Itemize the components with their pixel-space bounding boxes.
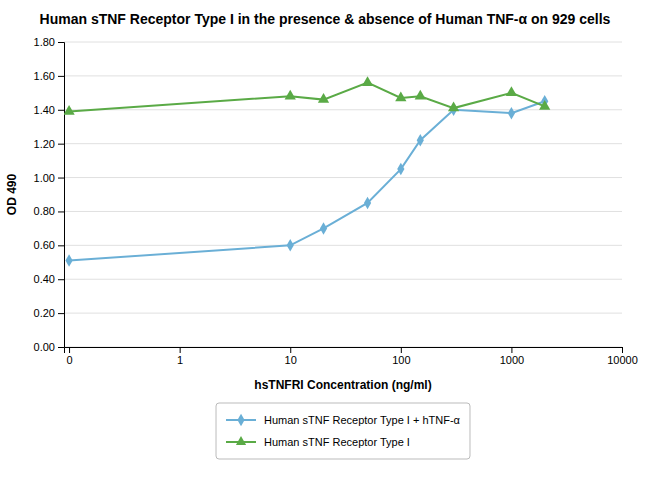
y-tick: 1.80 — [34, 36, 64, 48]
legend-box — [216, 403, 470, 459]
x-tick-label: 100 — [392, 354, 410, 366]
series-point — [285, 90, 296, 100]
series-point — [364, 197, 371, 209]
legend-item: Human sTNF Receptor Type I + hTNF-α — [226, 414, 461, 426]
x-axis: 0 1 10 100 1000 10000 — [65, 347, 638, 366]
series-point — [397, 163, 404, 175]
legend: Human sTNF Receptor Type I + hTNF-α Human… — [216, 403, 470, 459]
series-point — [64, 105, 75, 115]
x-tick-label: 10000 — [607, 354, 638, 366]
y-axis-label: OD 490 — [5, 173, 19, 215]
x-tick: 1000 — [500, 347, 524, 366]
y-tick-mark — [58, 211, 64, 212]
grid-line — [64, 42, 622, 43]
title: Human sTNF Receptor Type I in the presen… — [40, 11, 611, 27]
x-tick: 10000 — [607, 347, 638, 366]
x-tick-label: 1000 — [500, 354, 524, 366]
grid-line — [64, 109, 622, 110]
y-tick-mark — [58, 144, 64, 145]
legend-label: Human sTNF Receptor Type I + hTNF-α — [264, 414, 461, 426]
x-tick: 100 — [392, 347, 410, 366]
legend-item: Human sTNF Receptor Type I — [226, 436, 410, 448]
y-tick-label: 0.40 — [34, 273, 55, 285]
grid-line — [64, 143, 622, 144]
series-point — [539, 100, 550, 110]
x-axis-label: hsTNFRI Concentration (ng/ml) — [254, 378, 431, 392]
grid-line — [64, 313, 622, 314]
y-tick-label: 0.20 — [34, 307, 55, 319]
y-tick-label: 1.20 — [34, 138, 55, 150]
y-tick-mark — [58, 347, 64, 348]
grid-line — [64, 245, 622, 246]
x-tick-mark — [511, 347, 512, 353]
series-point — [415, 90, 426, 100]
y-tick-mark — [58, 110, 64, 111]
x-tick-mark — [401, 347, 402, 353]
y-axis: 0.00 0.20 0.40 0.60 0.80 1.00 1.20 1.40 1.60 1.80 — [34, 36, 65, 353]
y-tick: 1.60 — [34, 70, 64, 82]
y-tick-mark — [58, 313, 64, 314]
y-tick-mark — [58, 42, 64, 43]
y-tick: 1.00 — [34, 172, 64, 184]
y-tick: 1.40 — [34, 104, 64, 116]
y-tick: 0.60 — [34, 239, 64, 251]
y-tick: 0.20 — [34, 307, 64, 319]
series-point — [362, 76, 373, 86]
series-point — [320, 222, 327, 234]
x-tick-label: 1 — [177, 354, 183, 366]
y-tick-mark — [58, 76, 64, 77]
x-tick: 1 — [177, 347, 183, 366]
grid-line — [64, 211, 622, 212]
x-tick-label: 0 — [66, 354, 72, 366]
legend-label: Human sTNF Receptor Type I — [264, 436, 410, 448]
x-axis-line — [65, 348, 623, 354]
x-tick-mark — [69, 347, 70, 353]
series-line — [69, 101, 545, 260]
series-point — [448, 102, 459, 112]
series-point — [318, 93, 329, 103]
y-tick-label: 0.00 — [34, 341, 55, 353]
y-tick: 0.00 — [34, 341, 64, 353]
grid-line — [64, 75, 622, 76]
grid-line — [64, 177, 622, 178]
y-tick-label: 0.60 — [34, 239, 55, 251]
y-axis-line — [58, 43, 65, 348]
y-tick: 0.40 — [34, 273, 64, 285]
series-line — [69, 83, 545, 112]
y-tick-mark — [58, 178, 64, 179]
y-tick-mark — [58, 279, 64, 280]
chart: 0 1 10 100 1000 10000 0.00 0.20 0.40 0.60 0.80 1.00… — [0, 0, 650, 479]
y-tick-label: 1.40 — [34, 104, 55, 116]
y-tick-label: 1.80 — [34, 36, 55, 48]
x-tick: 0 — [66, 347, 72, 366]
x-tick-label: 10 — [285, 354, 297, 366]
x-tick-mark — [622, 347, 623, 353]
x-tick: 10 — [285, 347, 297, 366]
marks — [64, 76, 550, 267]
y-tick-label: 0.80 — [34, 205, 55, 217]
y-tick-label: 1.60 — [34, 70, 55, 82]
y-tick-mark — [58, 245, 64, 246]
series-point — [417, 134, 424, 146]
x-tick-mark — [290, 347, 291, 353]
x-tick-mark — [180, 347, 181, 353]
grid — [64, 42, 622, 347]
series-point — [65, 254, 72, 266]
series-point — [508, 107, 515, 119]
grid-line — [64, 279, 622, 280]
y-tick: 0.80 — [34, 205, 64, 217]
legend-swatch-marker — [236, 436, 246, 445]
legend-swatch-marker — [237, 414, 244, 426]
y-tick-label: 1.00 — [34, 172, 55, 184]
series-point — [395, 91, 406, 101]
plot-area: 0 1 10 100 1000 10000 0.00 0.20 0.40 0.60 0.80 1.00… — [34, 36, 638, 366]
y-tick: 1.20 — [34, 138, 64, 150]
series-point — [506, 86, 517, 96]
series-point — [287, 239, 294, 251]
